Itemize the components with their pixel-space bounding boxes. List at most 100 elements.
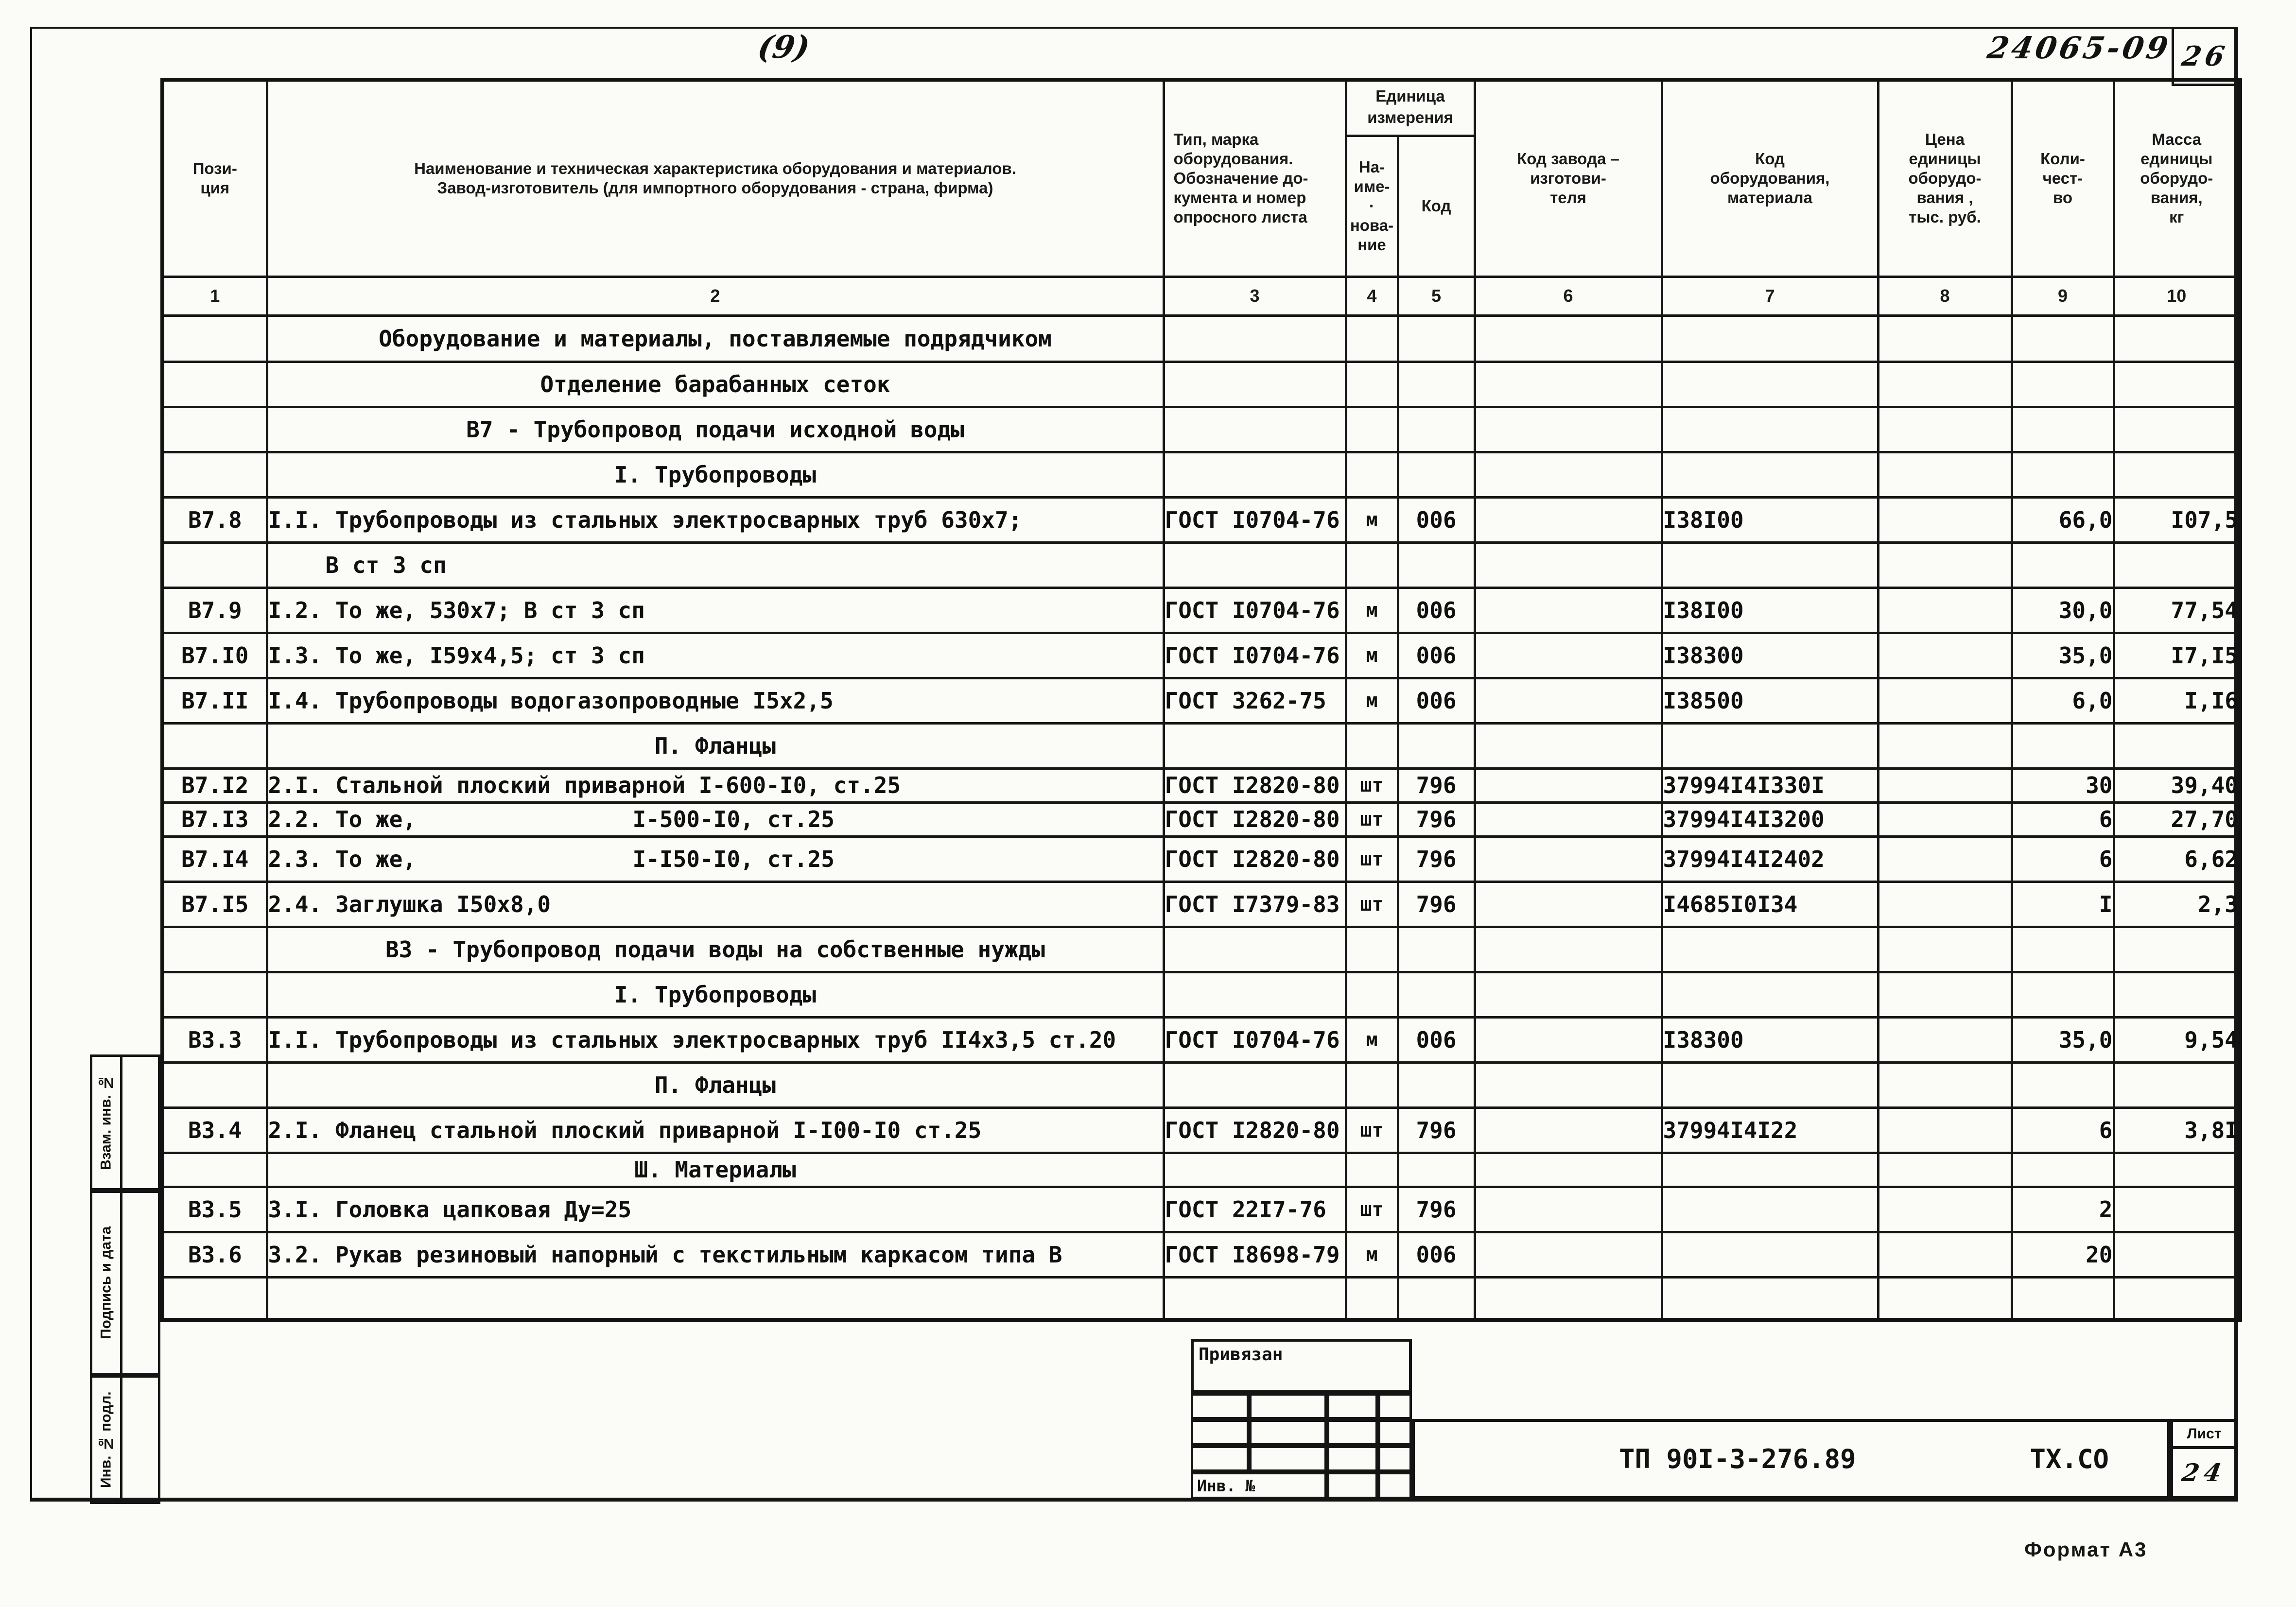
column-number: 3 [1162,275,1347,317]
table-body: Оборудование и материалы, поставляемые п… [161,314,2242,1321]
column-number: 8 [1877,275,2013,317]
cell-unit-code [1396,722,1476,770]
cell-mass [2112,1185,2242,1233]
section-row: ВЗ - Трубопровод подачи воды на собствен… [161,925,2242,973]
header-unit-price: Цена единицы оборудо-вания , тыс. руб. [1877,78,2013,278]
cell-quantity [2010,970,2115,1019]
section-row: П. Фланцы [161,1061,2242,1109]
cell-unit-name: шт [1344,835,1399,883]
cell-unit-code [1396,541,1476,589]
cell-quantity: 66,0 [2010,496,2115,544]
cell-position [161,1061,268,1109]
cell-position: В7.I4 [161,835,268,883]
cell-price [1877,925,2013,973]
column-number: 4 [1344,275,1399,317]
cell-mass [2112,541,2242,589]
cell-mass: 27,70 [2112,801,2242,838]
cell-mass [2112,450,2242,499]
handwritten-doc-number: 24065-09 [1984,30,2174,66]
cell-name: 2.4. Заглушка I50х8,0 [265,880,1165,928]
cell-name: I.2. То же, 530х7; В ст 3 сп [265,586,1165,634]
cell-material-code [1660,970,1879,1019]
cell-position [161,360,268,408]
cell-unit-name [1344,405,1399,453]
margin-section: Подпись и дата [90,1191,160,1375]
cell-plant-code [1473,1185,1663,1233]
cell-material-code [1660,1151,1879,1188]
cell-name: П. Фланцы [265,722,1165,770]
project-code: ТП 90I-3-276.89 [1619,1444,1856,1474]
cell-price [1877,722,2013,770]
cell-unit-code: 006 [1396,631,1476,679]
header-plant-code: Код завода – изготови-теля [1473,78,1663,278]
cell-quantity [2010,541,2115,589]
cell-quantity [2010,314,2115,363]
cell-name [265,1276,1165,1321]
cell-price [1877,1151,2013,1188]
cell-quantity [2010,360,2115,408]
column-numbers-row: 1 2 3 4 5 6 7 8 9 10 [161,275,2242,317]
cell-document: ГОСТ I2820-80 [1162,801,1347,838]
cell-price [1877,631,2013,679]
cell-unit-code: 006 [1396,1230,1476,1279]
cell-name: I.I. Трубопроводы из стальных электросва… [265,1016,1165,1064]
cell-plant-code [1473,835,1663,883]
table-row: В3.6 3.2. Рукав резиновый напорный с текс… [161,1230,2242,1279]
cell-mass [2112,360,2242,408]
sheet-label: Лист [2170,1419,2238,1449]
cell-position [161,722,268,770]
cell-material-code [1660,360,1879,408]
cell-price [1877,496,2013,544]
column-number: 10 [2112,275,2242,317]
cell-unit-name: шт [1344,1185,1399,1233]
cell-name-size: I-500-I0, ст.25 [632,806,835,832]
cell-position: В7.I3 [161,801,268,838]
cell-plant-code [1473,631,1663,679]
header-name: Наименование и техническая характеристик… [265,78,1165,278]
inventory-number-label: Инв. № [1191,1472,1327,1499]
cell-unit-code: 796 [1396,801,1476,838]
table-row: В3.5 3.I. Головка цапковая Ду=25 ГОСТ 22I7… [161,1185,2242,1233]
cell-unit-name [1344,925,1399,973]
cell-material-code [1660,1276,1879,1321]
cell-document: ГОСТ I7379-83 [1162,880,1347,928]
cell-plant-code [1473,1151,1663,1188]
header-unit-group: Единица измерения [1344,78,1476,137]
section-row: Отделение барабанных сеток [161,360,2242,408]
header-type-mark: Тип, марка оборудования. Обозначение до-ку… [1162,78,1347,278]
cell-material-code [1660,450,1879,499]
section-row: I. Трубопроводы [161,450,2242,499]
cell-unit-name [1344,970,1399,1019]
cell-unit-name: м [1344,631,1399,679]
cell-name: I.4. Трубопроводы водогазопроводные I5х2… [265,676,1165,725]
cell-mass: 9,54 [2112,1016,2242,1064]
cell-position [161,925,268,973]
cell-document: ГОСТ I0704-76 [1162,1016,1347,1064]
cell-material-code: 37994I4I3200 [1660,801,1879,838]
cell-plant-code [1473,360,1663,408]
cell-material-code: I38300 [1660,1016,1879,1064]
cell-plant-code [1473,767,1663,804]
page-number: 26 [2179,40,2231,72]
cell-mass [2112,1230,2242,1279]
cell-plant-code [1473,722,1663,770]
cell-document [1162,405,1347,453]
cell-unit-code: 796 [1396,835,1476,883]
cell-mass: I7,I5 [2112,631,2242,679]
cell-material-code: 37994I4I330I [1660,767,1879,804]
cell-name: 2.I. Фланец стальной плоский приварной I… [265,1106,1165,1154]
cell-unit-code [1396,970,1476,1019]
margin-label: Взам. инв. № [90,1054,122,1191]
handwritten-sheet-note: (9) [755,29,813,66]
cell-position: В7.8 [161,496,268,544]
cell-plant-code [1473,1016,1663,1064]
cell-quantity: 35,0 [2010,1016,2115,1064]
header-material-code: Код оборудования, материала [1660,78,1879,278]
cell-name: I.3. То же, I59х4,5; ст 3 сп [265,631,1165,679]
cell-document [1162,1061,1347,1109]
cell-document [1162,925,1347,973]
cell-price [1877,405,2013,453]
cell-name: 3.2. Рукав резиновый напорный с текстиль… [265,1230,1165,1279]
cell-plant-code [1473,541,1663,589]
table-row: В7.II I.4. Трубопроводы водогазопроводные… [161,676,2242,725]
